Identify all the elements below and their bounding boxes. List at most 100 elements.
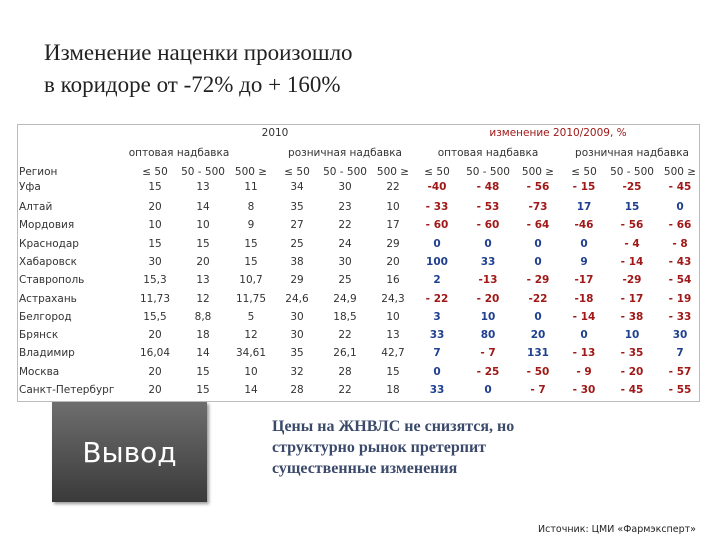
cell: 20 <box>530 329 546 342</box>
conclusion-label: Вывод <box>52 402 207 502</box>
cell: 9 <box>247 219 255 232</box>
cell: -22 <box>528 292 548 305</box>
cell: 24,3 <box>381 292 405 305</box>
cell: 10 <box>148 219 162 232</box>
cell: 80 <box>480 329 496 342</box>
cell: 15 <box>196 365 210 378</box>
cell: 24,6 <box>285 292 309 305</box>
column-header: 50 - 500 <box>466 166 510 178</box>
cell: -29 <box>622 274 642 287</box>
cell: -40 <box>427 181 447 193</box>
cell: 30 <box>672 329 688 342</box>
region: Алтай <box>19 201 53 213</box>
cell: 32 <box>290 365 304 378</box>
cell: - 30 <box>572 384 596 396</box>
cell: 15 <box>148 237 162 250</box>
cell: - 7 <box>530 384 546 396</box>
cell: 16,04 <box>139 347 171 360</box>
cell: 17 <box>386 219 400 232</box>
cell: - 55 <box>668 384 692 396</box>
cell: - 20 <box>620 365 644 378</box>
cell: 10 <box>386 201 400 213</box>
cell: 30 <box>290 329 304 342</box>
cell: 10 <box>196 219 210 232</box>
cell: 0 <box>534 237 542 250</box>
column-header: 50 - 500 <box>610 166 654 178</box>
cell: 23 <box>338 201 352 213</box>
column-header: 50 - 500 <box>323 166 367 178</box>
sub-header: оптовая надбавка <box>128 147 230 159</box>
cell: - 54 <box>668 274 692 287</box>
cell: 15,3 <box>143 274 167 287</box>
cell: 11,73 <box>139 292 171 305</box>
cell: - 60 <box>476 219 500 232</box>
conclusion-line: структурно рынок претерпит <box>272 439 487 456</box>
cell: 33 <box>429 384 445 396</box>
cell: 15 <box>148 181 162 193</box>
cell: 10,7 <box>239 274 263 287</box>
cell: 8,8 <box>194 310 212 323</box>
cell: - 9 <box>576 365 592 378</box>
cell: 18 <box>196 329 210 342</box>
cell: 22 <box>338 384 352 396</box>
cell: - 66 <box>668 219 692 232</box>
group-header: 2010 <box>261 127 289 139</box>
cell: 28 <box>290 384 304 396</box>
cell: - 25 <box>476 365 500 378</box>
cell: 17 <box>576 201 592 213</box>
cell: - 17 <box>620 292 644 305</box>
cell: 35 <box>290 347 304 360</box>
region: Владимир <box>19 347 75 360</box>
cell: 0 <box>484 237 492 250</box>
cell: 2 <box>433 274 441 287</box>
cell: - 64 <box>526 219 550 232</box>
region: Астрахань <box>19 292 77 305</box>
conclusion-line: существенные изменения <box>272 460 458 477</box>
cell: 10 <box>624 329 640 342</box>
cell: 33 <box>480 255 496 268</box>
cell: -73 <box>528 201 548 213</box>
cell: 29 <box>386 237 400 250</box>
cell: - 56 <box>620 219 644 232</box>
cell: 0 <box>433 237 441 250</box>
cell: 24,9 <box>333 292 357 305</box>
cell: - 4 <box>624 237 640 250</box>
cell: 28 <box>338 365 352 378</box>
region: Белгород <box>19 310 72 323</box>
region: Ставрополь <box>19 274 85 287</box>
cell: 22 <box>338 329 352 342</box>
cell: 14 <box>196 347 210 360</box>
cell: - 48 <box>476 181 500 193</box>
cell: 15 <box>386 365 400 378</box>
cell: - 43 <box>668 255 692 268</box>
cell: - 35 <box>620 347 644 360</box>
group-header: изменение 2010/2009, % <box>489 127 627 139</box>
title-line: Изменение наценки произошло <box>44 40 353 65</box>
cell: 5 <box>247 310 255 323</box>
cell: 7 <box>676 347 684 360</box>
cell: 20 <box>148 329 162 342</box>
cell: -18 <box>574 292 594 305</box>
cell: 10 <box>386 310 400 323</box>
cell: - 7 <box>480 347 496 360</box>
column-header: 500 ≥ <box>521 166 555 178</box>
cell: 38 <box>290 255 304 268</box>
cell: 29 <box>290 274 304 287</box>
column-header: Регион <box>19 166 58 178</box>
cell: 100 <box>426 255 448 268</box>
cell: - 29 <box>526 274 550 287</box>
cell: 8 <box>247 201 255 213</box>
cell: 15 <box>196 237 210 250</box>
region: Мордовия <box>19 219 75 232</box>
cell: 13 <box>196 274 210 287</box>
cell: 30 <box>290 310 304 323</box>
cell: 9 <box>580 255 588 268</box>
cell: 14 <box>196 201 210 213</box>
source: Источник: ЦМИ «Фармэксперт» <box>538 524 696 535</box>
column-header: 50 - 500 <box>181 166 225 178</box>
column-header: ≤ 50 <box>424 166 450 178</box>
cell: 25 <box>290 237 304 250</box>
cell: 26,1 <box>333 347 357 360</box>
cell: 10 <box>480 310 496 323</box>
cell: 27 <box>290 219 304 232</box>
